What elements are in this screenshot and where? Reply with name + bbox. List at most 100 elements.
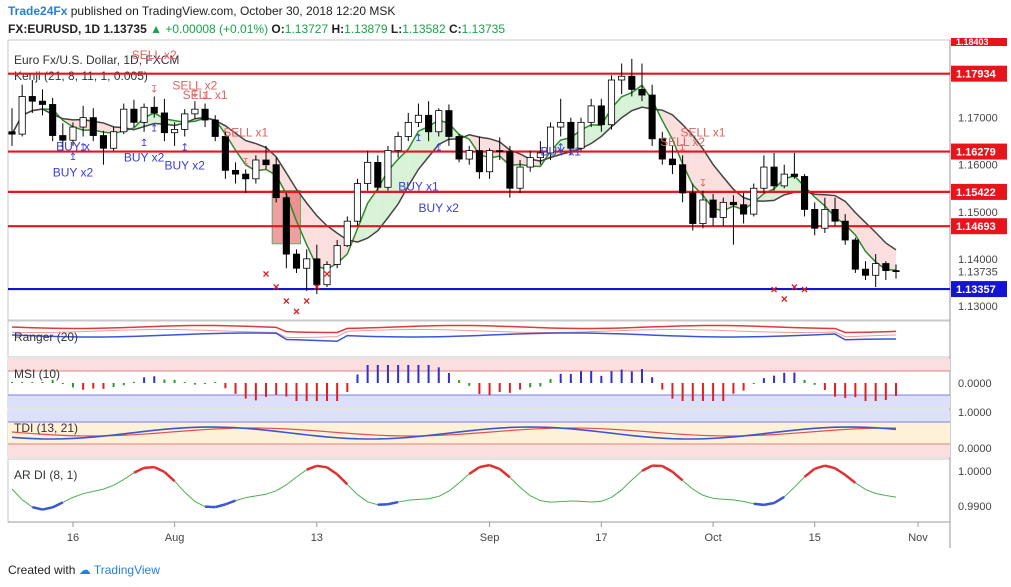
msi-bar (712, 383, 715, 401)
msi-bar (407, 365, 410, 383)
msi-bar (620, 369, 623, 383)
ma-cloud-segment (702, 148, 714, 209)
msi-bar (569, 374, 572, 383)
top-price-tag (951, 38, 1007, 46)
candle (831, 197, 839, 226)
current-price-label: 1.13735 (958, 266, 998, 278)
candle (384, 145, 392, 191)
candle-body (140, 106, 148, 123)
ma-cloud-segment (682, 124, 693, 186)
msi-bar (224, 383, 227, 389)
candle (333, 240, 341, 269)
candle (760, 155, 768, 193)
level-price-tag (951, 65, 1007, 82)
candle (648, 84, 656, 146)
candle-body (364, 161, 372, 184)
candle (597, 98, 605, 132)
candle (49, 97, 57, 142)
x-tick-label: Oct (705, 532, 722, 544)
candle (496, 137, 504, 160)
ranger-title: Ranger (20) (14, 330, 78, 344)
level-price-label: 1.13357 (956, 284, 996, 296)
tradingview-cloud-icon[interactable]: ☁ (78, 563, 91, 577)
candle-body (59, 135, 67, 141)
candle-body (79, 117, 87, 128)
candle-body (282, 197, 290, 255)
candle (8, 108, 16, 146)
candle (394, 131, 402, 158)
ardi-line-segment (631, 470, 643, 481)
candle-body (425, 114, 433, 133)
candle-body (211, 119, 219, 137)
ardi-line-segment (357, 494, 368, 503)
msi-bar (427, 365, 430, 383)
tdi-main-line (11, 426, 897, 440)
candle-body (252, 159, 260, 180)
msi-bar (783, 372, 786, 383)
msi-bar (661, 383, 664, 390)
candle-body (801, 176, 809, 210)
candle-body (821, 209, 829, 229)
level-price-label: 1.15422 (956, 187, 996, 199)
msi-bar (803, 379, 806, 383)
candle (638, 63, 646, 102)
candle-body (343, 220, 351, 247)
cross-marker: × (791, 280, 798, 294)
open-label: O: (271, 22, 285, 36)
candle (303, 249, 311, 291)
ardi-line-segment (42, 506, 53, 511)
tradingview-brand[interactable]: TradingView (93, 563, 160, 577)
candle-body (851, 239, 859, 270)
publish-info: published on TradingView.com, October 30… (70, 4, 396, 18)
candle-body (394, 136, 402, 151)
x-tick-label: Sep (480, 532, 500, 544)
candle (130, 99, 138, 128)
tdi-lower-band (8, 444, 950, 457)
candle-body (221, 136, 229, 171)
buy-arrow-icon: ↥ (79, 142, 87, 153)
msi-bar (376, 365, 379, 383)
ardi-line-segment (733, 499, 744, 502)
candle (841, 214, 849, 245)
msi-bar (813, 383, 816, 385)
candle-body (231, 169, 240, 175)
candle-body (882, 263, 890, 271)
candle-body (658, 138, 666, 160)
buy-arrow-icon: ↥ (435, 142, 443, 153)
candle (323, 261, 331, 288)
ma-cloud-segment (316, 215, 327, 270)
candle-body (607, 79, 616, 126)
msi-bar (610, 371, 613, 383)
msi-bar (742, 383, 745, 391)
candle (780, 164, 788, 189)
candle-body (486, 150, 494, 173)
ardi-y-tick: 1.0000 (958, 466, 992, 478)
candle-body (8, 131, 16, 135)
sell-arrow-icon: ↧ (678, 143, 686, 154)
ardi-line-segment (286, 476, 297, 486)
candle-body (526, 157, 534, 168)
ardi-line-segment (865, 488, 876, 494)
sell-arrow-icon: ↧ (242, 157, 250, 168)
candle (353, 178, 362, 226)
high-value: 1.13879 (344, 22, 388, 36)
msi-bar (823, 383, 826, 391)
tdi-y-tick: 1.0000 (958, 407, 992, 419)
msi-bar (590, 371, 593, 383)
buy-signal-label: BUY x1 (540, 144, 581, 158)
close-label: C: (448, 22, 462, 36)
ardi-line-segment (855, 482, 866, 490)
candle-body (719, 201, 727, 218)
ardi-line-segment (306, 464, 318, 471)
msi-bar (630, 371, 633, 383)
ardi-line-segment (529, 495, 541, 502)
publisher-name[interactable]: Trade24Fx (8, 4, 68, 18)
buy-signal-label: BUY x (56, 140, 90, 154)
ardi-line-segment (448, 482, 460, 492)
buy-arrow-icon: ↥ (140, 138, 148, 149)
indicator-label: Kenji (21, 8, 11, 1, 0.005) (14, 69, 148, 83)
candle-body (465, 150, 473, 160)
msi-bar (31, 382, 34, 383)
candle-body (49, 104, 57, 136)
